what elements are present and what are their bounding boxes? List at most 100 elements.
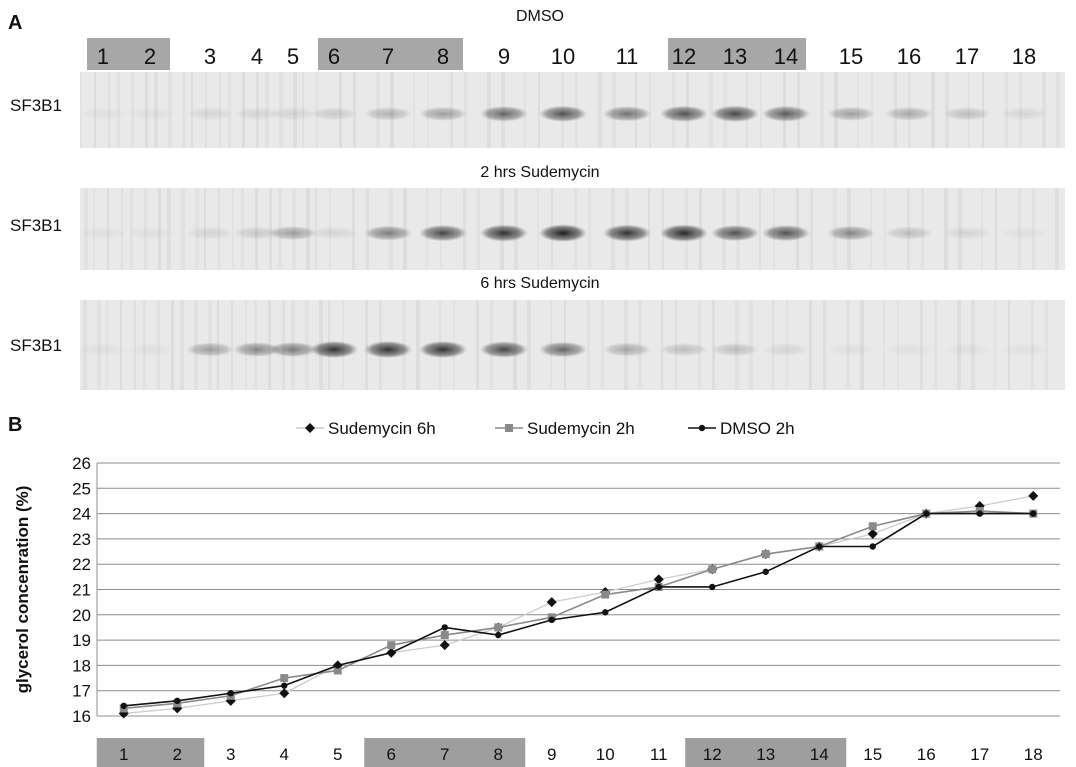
point bbox=[869, 543, 876, 550]
blot-streak bbox=[416, 300, 420, 390]
blot-streak bbox=[524, 72, 526, 148]
point bbox=[439, 640, 450, 651]
band bbox=[480, 224, 528, 242]
blot-streak bbox=[1042, 72, 1046, 148]
lane-number: 1 bbox=[96, 44, 110, 69]
lane-number: 14 bbox=[773, 44, 799, 69]
blot-streak bbox=[931, 72, 935, 148]
blot-streak bbox=[365, 300, 368, 390]
band bbox=[1000, 226, 1048, 240]
legend-item: DMSO 2h bbox=[688, 419, 795, 438]
point bbox=[494, 623, 503, 632]
x-tick-label: 8 bbox=[494, 745, 503, 764]
blot-streak bbox=[538, 72, 540, 148]
point bbox=[280, 674, 289, 683]
point bbox=[708, 565, 717, 574]
band bbox=[186, 342, 234, 357]
blot-dmso bbox=[80, 72, 1065, 148]
blot-streak bbox=[709, 72, 713, 148]
lane-number: 16 bbox=[896, 44, 922, 69]
blot-streak bbox=[1056, 72, 1060, 148]
blot-streak bbox=[598, 72, 602, 148]
band bbox=[480, 341, 528, 358]
x-tick-label: 5 bbox=[333, 745, 342, 764]
blot-streak bbox=[1045, 300, 1048, 390]
point bbox=[698, 424, 706, 432]
band bbox=[660, 342, 708, 357]
band bbox=[603, 224, 651, 242]
point bbox=[505, 424, 513, 432]
blot-streak bbox=[181, 188, 185, 270]
y-tick-label: 21 bbox=[72, 581, 91, 600]
band bbox=[885, 343, 933, 356]
point bbox=[227, 690, 234, 697]
band bbox=[762, 105, 810, 122]
x-tick-label: 2 bbox=[173, 745, 182, 764]
x-tick-label: 4 bbox=[280, 745, 289, 764]
blot-streak bbox=[649, 72, 651, 148]
series-line bbox=[123, 512, 1034, 707]
y-tick-label: 25 bbox=[72, 479, 91, 498]
band bbox=[603, 342, 651, 357]
point bbox=[388, 649, 395, 656]
x-tick-label: 6 bbox=[387, 745, 396, 764]
blot-streak bbox=[80, 72, 82, 148]
blot-streak bbox=[995, 188, 997, 270]
band bbox=[80, 343, 127, 356]
lane-number: 10 bbox=[550, 44, 576, 69]
category-highlight bbox=[96, 738, 205, 767]
series-line bbox=[123, 495, 1034, 715]
point bbox=[762, 568, 769, 575]
lane-highlight bbox=[668, 38, 806, 70]
lane-highlight bbox=[318, 38, 463, 70]
lane-number: 15 bbox=[838, 44, 864, 69]
blot-streak bbox=[1055, 188, 1059, 270]
band bbox=[310, 226, 358, 240]
point bbox=[548, 616, 555, 624]
x-tick-label: 3 bbox=[226, 745, 235, 764]
series bbox=[118, 490, 1039, 719]
point bbox=[279, 688, 290, 699]
blot-streak bbox=[994, 300, 996, 390]
condition-title-dmso: DMSO bbox=[516, 8, 564, 25]
point bbox=[305, 423, 315, 433]
band bbox=[364, 107, 412, 121]
point bbox=[867, 528, 878, 539]
y-tick-label: 23 bbox=[72, 530, 91, 549]
blot-streak bbox=[871, 72, 873, 148]
blot-label-6h: SF3B1 bbox=[10, 336, 62, 355]
y-tick-label: 26 bbox=[72, 454, 91, 473]
blot-streak bbox=[463, 188, 466, 270]
point bbox=[334, 662, 341, 669]
x-tick-label: 11 bbox=[650, 745, 668, 764]
lane-number: 6 bbox=[327, 44, 341, 69]
band bbox=[539, 105, 587, 122]
lane-number: 13 bbox=[722, 44, 748, 69]
blot-streak bbox=[352, 188, 355, 270]
point bbox=[1030, 510, 1037, 517]
point bbox=[174, 697, 181, 705]
blot-streak bbox=[601, 300, 604, 390]
point bbox=[387, 641, 396, 650]
point bbox=[601, 590, 610, 599]
y-tick-label: 24 bbox=[72, 505, 91, 524]
blot-streak bbox=[884, 188, 886, 270]
point bbox=[441, 624, 448, 631]
blot-streak bbox=[537, 188, 539, 270]
band bbox=[233, 342, 281, 357]
x-tick-label: 14 bbox=[810, 745, 829, 764]
band bbox=[419, 106, 467, 121]
x-tick-label: 17 bbox=[970, 745, 989, 764]
point bbox=[653, 574, 664, 585]
band bbox=[1000, 107, 1048, 121]
blot-streak bbox=[870, 188, 872, 270]
x-tick-label: 12 bbox=[703, 745, 722, 764]
blot-streak bbox=[883, 300, 885, 390]
y-tick-label: 17 bbox=[72, 682, 91, 701]
band bbox=[827, 225, 875, 241]
blot-label-2h: SF3B1 bbox=[10, 216, 62, 235]
y-axis-label: glycerol concenration (%) bbox=[13, 486, 32, 694]
blot-streak bbox=[648, 188, 650, 270]
band bbox=[762, 225, 810, 242]
blot-streak bbox=[413, 72, 415, 148]
